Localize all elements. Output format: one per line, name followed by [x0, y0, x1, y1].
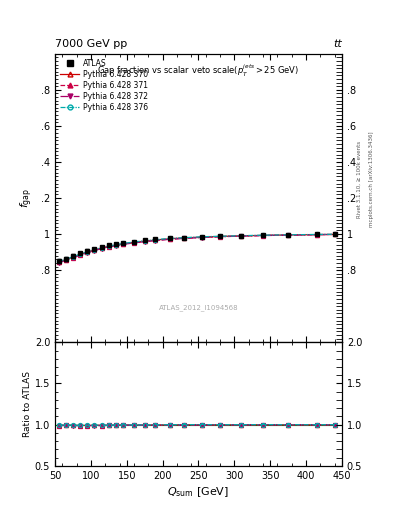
Text: tt: tt [333, 38, 342, 49]
Text: Rivet 3.1.10, ≥ 100k events: Rivet 3.1.10, ≥ 100k events [357, 141, 362, 218]
Text: Gap fraction vs scalar veto scale($p_T^{jets}>$25 GeV): Gap fraction vs scalar veto scale($p_T^{… [97, 62, 299, 79]
Y-axis label: $f_\mathsf{gap}$: $f_\mathsf{gap}$ [19, 188, 35, 208]
Legend: ATLAS, Pythia 6.428 370, Pythia 6.428 371, Pythia 6.428 372, Pythia 6.428 376: ATLAS, Pythia 6.428 370, Pythia 6.428 37… [59, 57, 149, 113]
Y-axis label: Ratio to ATLAS: Ratio to ATLAS [23, 371, 32, 437]
Text: mcplots.cern.ch [arXiv:1306.3436]: mcplots.cern.ch [arXiv:1306.3436] [369, 132, 374, 227]
Text: 7000 GeV pp: 7000 GeV pp [55, 38, 127, 49]
Text: ATLAS_2012_I1094568: ATLAS_2012_I1094568 [159, 304, 238, 311]
X-axis label: $Q_\mathsf{sum}$ [GeV]: $Q_\mathsf{sum}$ [GeV] [167, 485, 230, 499]
